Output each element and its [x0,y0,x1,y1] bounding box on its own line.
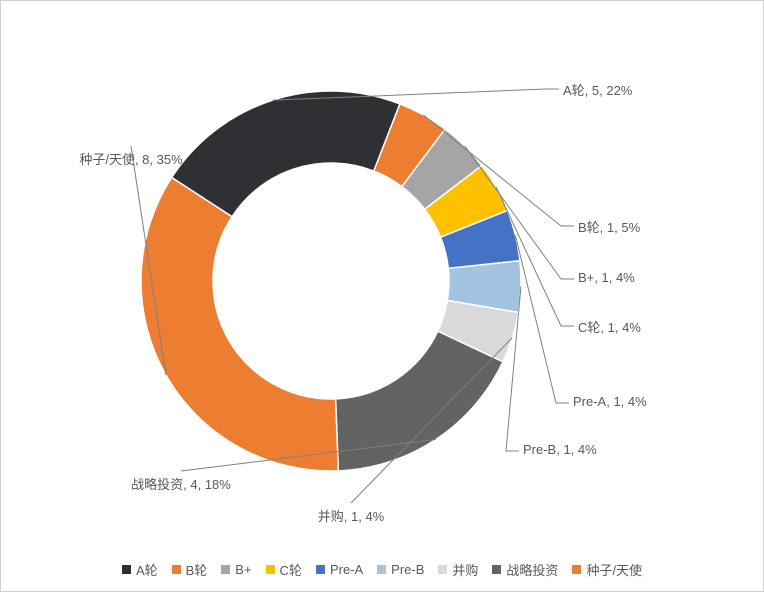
legend-label: 种子/天使 [586,560,642,579]
legend-label: A轮 [136,560,158,579]
legend-item-Pre-A: Pre-A [316,562,363,577]
legend-swatch-icon [572,565,581,574]
slice-种子/天使 [141,178,338,471]
legend: A轮 B轮 B+ C轮 Pre-A Pre-B 并购 战略投资 种子/天使 [1,560,763,579]
legend-label: B+ [235,562,251,577]
legend-item-Pre-B: Pre-B [377,562,424,577]
data-label-B轮: B轮, 1, 5% [578,217,640,236]
donut-chart [1,1,764,593]
data-label-Pre-B: Pre-B, 1, 4% [523,442,597,457]
data-label-B+: B+, 1, 4% [578,270,635,285]
legend-swatch-icon [266,565,275,574]
legend-label: 并购 [452,560,478,579]
legend-item-战略投资: 战略投资 [492,560,558,579]
data-label-Pre-A: Pre-A, 1, 4% [573,394,647,409]
legend-item-种子/天使: 种子/天使 [572,560,642,579]
legend-label: B轮 [186,560,208,579]
legend-item-C轮: C轮 [266,560,302,579]
legend-label: Pre-B [391,562,424,577]
data-label-A轮: A轮, 5, 22% [563,80,632,99]
data-label-并购: 并购, 1, 4% [318,506,384,525]
legend-swatch-icon [438,565,447,574]
legend-label: C轮 [280,560,302,579]
legend-swatch-icon [122,565,131,574]
legend-item-A轮: A轮 [122,560,158,579]
legend-label: 战略投资 [506,560,558,579]
leader-Pre-A [515,235,569,403]
legend-label: Pre-A [330,562,363,577]
data-label-战略投资: 战略投资, 4, 18% [131,474,231,493]
legend-swatch-icon [316,565,325,574]
chart-container: A轮 B轮 B+ C轮 Pre-A Pre-B 并购 战略投资 种子/天使 A轮, 5, 22%… [0,0,764,592]
slice-战略投资 [336,331,503,471]
legend-swatch-icon [172,565,181,574]
legend-item-并购: 并购 [438,560,478,579]
legend-item-B+: B+ [221,562,251,577]
legend-item-B轮: B轮 [172,560,208,579]
legend-swatch-icon [221,565,230,574]
data-label-种子/天使: 种子/天使, 8, 35% [79,149,182,168]
legend-swatch-icon [492,565,501,574]
slice-A轮 [172,91,400,217]
legend-swatch-icon [377,565,386,574]
data-label-C轮: C轮, 1, 4% [578,317,641,336]
